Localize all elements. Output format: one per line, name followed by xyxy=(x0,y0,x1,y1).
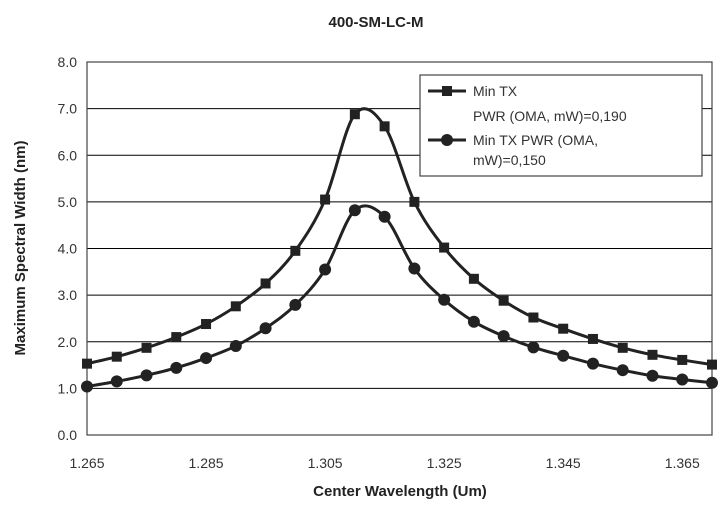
y-tick-label: 8.0 xyxy=(58,54,78,70)
legend-label: Min TX xyxy=(473,83,518,99)
series-line xyxy=(86,204,713,388)
data-point-square xyxy=(349,109,360,120)
data-point-circle xyxy=(497,330,510,343)
chart-title: 400-SM-LC-M xyxy=(328,14,423,31)
x-tick-label: 1.285 xyxy=(189,455,224,471)
y-tick-label: 4.0 xyxy=(58,241,78,257)
data-point-circle xyxy=(348,204,361,217)
series-line xyxy=(86,107,713,367)
data-point-square xyxy=(409,196,420,207)
series-1 xyxy=(82,107,717,370)
x-tick-labels: 1.265 1.285 1.305 1.325 1.345 1.365 xyxy=(69,455,699,471)
data-point-square xyxy=(558,323,569,334)
x-tick-label: 1.345 xyxy=(546,455,581,471)
y-tick-labels: 0.0 1.0 2.0 3.0 4.0 5.0 6.0 7.0 8.0 xyxy=(58,54,78,443)
legend-label: Min TX PWR (OMA, xyxy=(473,132,598,148)
data-point-square xyxy=(439,242,450,253)
y-tick-label: 7.0 xyxy=(58,101,78,117)
y-tick-label: 3.0 xyxy=(58,287,78,303)
plot-area xyxy=(86,61,713,436)
x-tick-label: 1.325 xyxy=(427,455,462,471)
data-point-square xyxy=(707,359,717,370)
data-point-square xyxy=(201,319,212,330)
legend-box xyxy=(419,74,703,177)
data-point-square xyxy=(290,245,301,256)
data-point-circle xyxy=(557,349,570,362)
data-point-square xyxy=(111,351,122,362)
data-point-circle xyxy=(586,357,599,370)
y-tick-label: 2.0 xyxy=(58,334,78,350)
x-tick-label: 1.365 xyxy=(665,455,700,471)
data-point-square xyxy=(617,342,628,353)
data-point-circle xyxy=(706,376,718,389)
series-layer xyxy=(81,107,718,393)
data-point-square xyxy=(320,194,331,205)
data-point-square xyxy=(528,312,539,323)
y-axis-label: Maximum Spectral Width (nm) xyxy=(12,141,29,356)
data-point-circle xyxy=(259,322,272,335)
y-tick-label: 6.0 xyxy=(58,147,78,163)
y-tick-label: 0.0 xyxy=(58,427,78,443)
data-point-circle xyxy=(646,369,659,382)
data-point-circle xyxy=(140,369,153,382)
data-point-square xyxy=(468,273,479,284)
data-point-square xyxy=(260,278,271,289)
data-point-square xyxy=(230,301,241,312)
data-point-circle xyxy=(319,263,332,276)
series-2 xyxy=(81,204,718,393)
data-point-circle xyxy=(229,339,242,352)
data-point-square xyxy=(171,332,182,343)
data-point-square xyxy=(647,349,658,360)
data-point-square xyxy=(141,342,152,353)
legend-entry-1: Min TX PWR (OMA, mW)=0,190 xyxy=(428,83,627,124)
data-point-square xyxy=(587,333,598,344)
x-tick-label: 1.265 xyxy=(69,455,104,471)
data-point-circle xyxy=(438,293,451,306)
data-point-circle xyxy=(616,364,629,377)
legend-label: mW)=0,150 xyxy=(473,152,546,168)
data-point-square xyxy=(677,354,688,365)
data-point-circle xyxy=(81,380,93,393)
data-point-circle xyxy=(676,373,689,386)
data-point-circle xyxy=(527,341,540,354)
y-tick-label: 5.0 xyxy=(58,194,78,210)
legend-entry-2: Min TX PWR (OMA, mW)=0,150 xyxy=(428,132,598,168)
data-point-circle xyxy=(408,262,421,275)
y-tick-label: 1.0 xyxy=(58,380,78,396)
data-point-circle xyxy=(170,361,183,374)
data-point-circle xyxy=(200,352,213,365)
legend-label: PWR (OMA, mW)=0,190 xyxy=(473,108,627,124)
legend-marker-square xyxy=(442,86,452,96)
x-tick-label: 1.305 xyxy=(308,455,343,471)
x-axis-label: Center Wavelength (Um) xyxy=(313,483,487,500)
data-point-circle xyxy=(378,210,391,223)
data-point-square xyxy=(82,358,92,369)
legend-marker-circle xyxy=(441,134,453,146)
data-point-square xyxy=(498,295,509,306)
data-point-square xyxy=(379,121,390,132)
data-point-circle xyxy=(289,298,302,311)
data-point-circle xyxy=(467,315,480,328)
data-point-circle xyxy=(110,375,123,388)
